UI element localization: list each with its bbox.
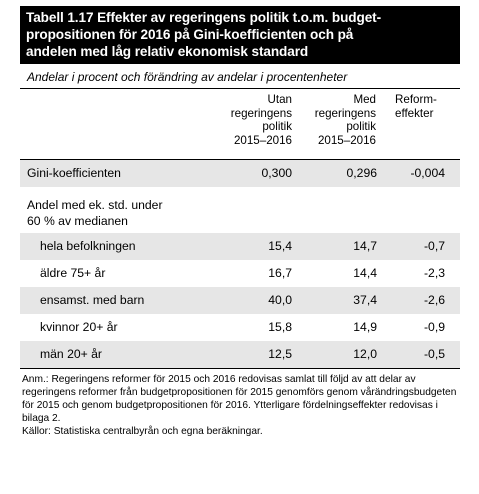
row-label: kvinnor 20+ år [40, 320, 118, 334]
divider [20, 88, 460, 89]
table-row-gini: Gini-koefficienten 0,300 0,296 -0,004 [20, 160, 460, 187]
table-row: kvinnor 20+ år 15,8 14,9 -0,9 [20, 314, 460, 341]
cell-value: 16,7 [268, 266, 292, 280]
cell-value: 0,300 [261, 166, 293, 180]
table-title-line: andelen med låg relativ ekonomisk standa… [26, 44, 309, 59]
cell-value: 12,5 [268, 347, 292, 361]
divider [20, 368, 460, 369]
row-label: hela befolkningen [40, 239, 136, 253]
table-row: hela befolkningen 15,4 14,7 -0,7 [20, 233, 460, 260]
column-header-utan: Utan regeringens politik 2015–2016 [230, 93, 292, 147]
table-subtitle: Andelar i procent och förändring av ande… [27, 70, 348, 84]
cell-value: 15,8 [268, 320, 292, 334]
source-text: Källor: Statistiska centralbyrån och egn… [22, 426, 263, 437]
row-label: män 20+ år [40, 347, 102, 361]
cell-value: 0,296 [346, 166, 378, 180]
table-title-line: propositionen för 2016 på Gini-koefficie… [26, 27, 354, 42]
cell-value: 40,0 [268, 293, 292, 307]
cell-value: 14,9 [353, 320, 377, 334]
cell-value: 14,4 [353, 266, 377, 280]
table-container: Tabell 1.17 Effekter av regeringens poli… [20, 6, 460, 438]
table-title: Tabell 1.17 Effekter av regeringens poli… [20, 6, 460, 64]
table-row: ensamst. med barn 40,0 37,4 -2,6 [20, 287, 460, 314]
column-headers: Utan regeringens politik 2015–2016 Med r… [20, 89, 460, 159]
table-footnote: Anm.: Regeringens reformer för 2015 och … [20, 373, 460, 438]
column-header-med: Med regeringens politik 2015–2016 [314, 93, 376, 147]
cell-value: -0,9 [423, 320, 445, 334]
cell-value: 12,0 [353, 347, 377, 361]
table-row: äldre 75+ år 16,7 14,4 -2,3 [20, 260, 460, 287]
column-header-reform: Reform- effekter [395, 93, 437, 120]
note-text: Anm.: Regeringens reformer för 2015 och … [22, 374, 457, 424]
cell-value: 15,4 [268, 239, 292, 253]
cell-value: -2,3 [423, 266, 445, 280]
table-row: män 20+ år 12,5 12,0 -0,5 [20, 341, 460, 368]
row-label: ensamst. med barn [40, 293, 145, 307]
cell-value: -0,004 [410, 166, 445, 180]
cell-value: -0,7 [423, 239, 445, 253]
table-title-line: Tabell 1.17 Effekter av regeringens poli… [26, 10, 382, 25]
cell-value: -2,6 [423, 293, 445, 307]
cell-value: 14,7 [353, 239, 377, 253]
cell-value: 37,4 [353, 293, 377, 307]
divider [20, 159, 460, 160]
group-label: Andel med ek. std. under 60 % av mediane… [27, 198, 163, 228]
row-label: Gini-koefficienten [27, 166, 121, 180]
cell-value: -0,5 [423, 347, 445, 361]
row-label: äldre 75+ år [40, 266, 106, 280]
